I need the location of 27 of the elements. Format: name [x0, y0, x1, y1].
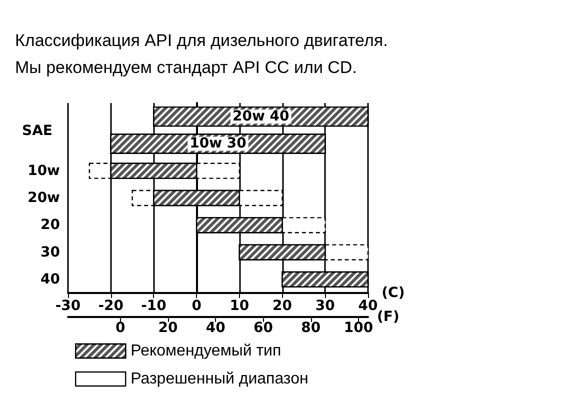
x2-tick-label: 60	[253, 320, 274, 336]
x2-tick-label: 40	[206, 320, 226, 336]
x-tick-label: 20	[272, 298, 292, 314]
chart-title: Классификация API для дизельного двигателя. Мы рекомендуем стандарт API CC или CD.	[15, 31, 388, 77]
x2-tick-label: 0	[116, 320, 126, 336]
annotation: 20w 40	[232, 108, 290, 125]
x2-tick-label: 80	[301, 320, 321, 336]
x-axis-title: (C)	[382, 285, 405, 301]
y-tick-label: 30	[40, 244, 60, 260]
x-tick-label: -30	[55, 298, 81, 314]
x-tick-label: 30	[315, 298, 336, 314]
y-tick-label: 40	[40, 271, 60, 288]
x-tick-label: 0	[192, 298, 202, 314]
y-axis-title: SAE	[22, 123, 52, 139]
y-tick-label: 20w	[28, 190, 60, 206]
x-tick-label: 10	[230, 298, 250, 314]
x2-tick-label: 20	[158, 320, 178, 336]
x-tick-label: -20	[98, 298, 124, 314]
y-tick-label: 10w	[28, 162, 60, 179]
x-tick-label: 40	[358, 298, 378, 314]
x2-axis-title: (F)	[376, 309, 400, 325]
y-tick-label: 20	[40, 217, 60, 234]
legend-label: Разрешенный диапазон	[130, 370, 308, 388]
legend-label: Рекомендуемый тип	[130, 342, 282, 360]
x2-tick-label: 100	[344, 320, 374, 336]
x-tick-label: -10	[141, 298, 167, 314]
annotation: 10w 30	[190, 136, 247, 152]
